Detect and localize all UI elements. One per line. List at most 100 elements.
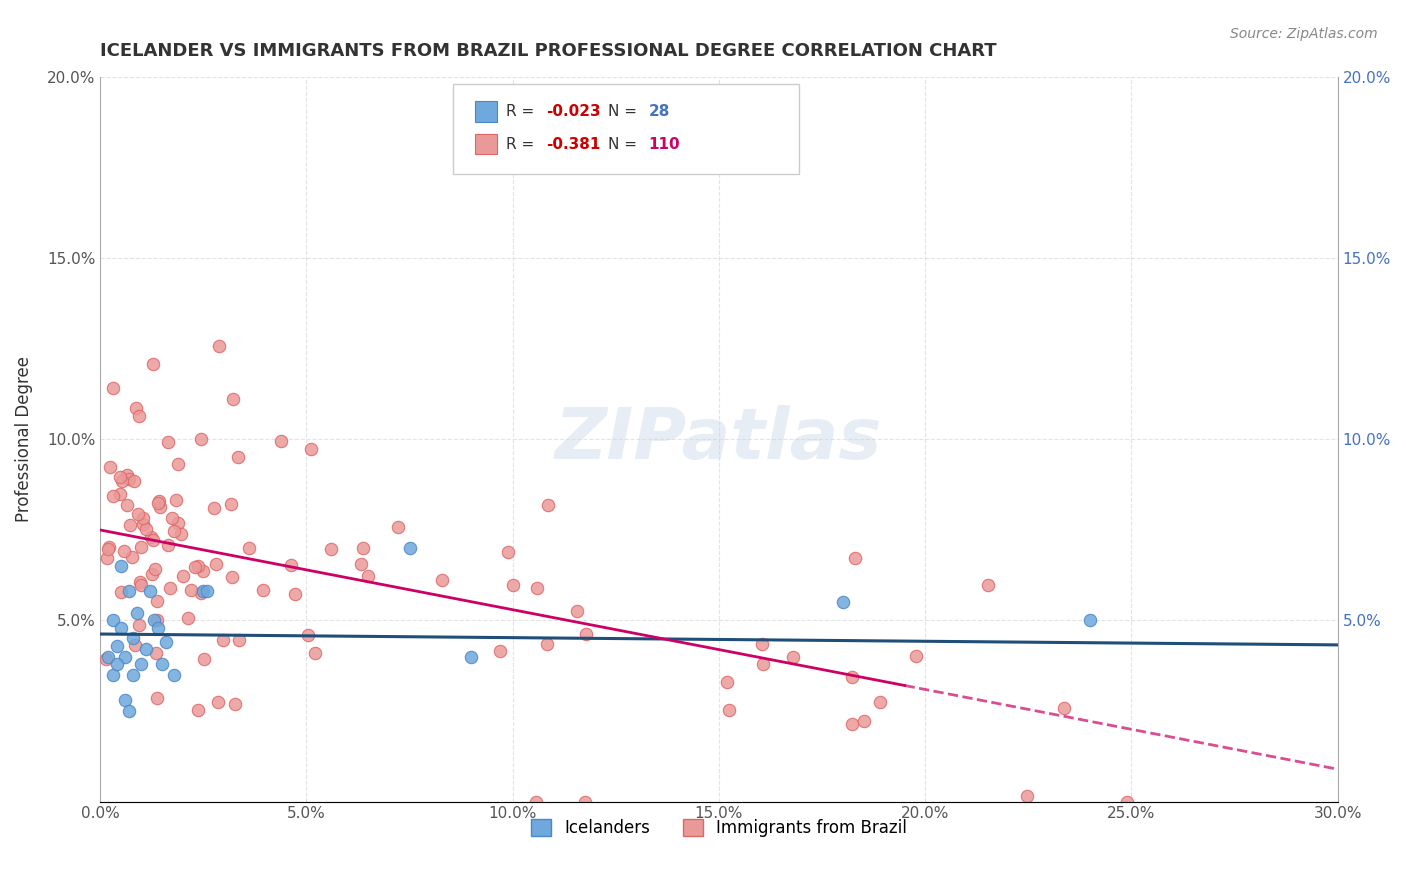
Point	[752, 657, 775, 671]
Point	[841, 716, 863, 731]
Point	[145, 561, 167, 575]
Point	[299, 442, 322, 456]
Point	[187, 558, 209, 573]
Point	[167, 457, 190, 471]
Point	[97, 541, 120, 556]
Point	[537, 498, 560, 512]
Point	[489, 644, 512, 658]
Point	[142, 533, 165, 548]
Text: 110: 110	[648, 136, 681, 152]
Point	[167, 516, 190, 530]
Point	[111, 474, 134, 488]
Point	[197, 584, 219, 599]
Point	[131, 657, 153, 671]
Text: R =: R =	[506, 103, 538, 119]
Point	[101, 381, 124, 395]
Point	[96, 652, 118, 666]
Point	[148, 496, 170, 510]
Text: -0.023: -0.023	[546, 103, 600, 119]
Point	[118, 704, 141, 718]
Point	[222, 392, 245, 406]
Point	[135, 522, 157, 536]
Point	[352, 541, 374, 556]
Point	[134, 642, 156, 657]
Point	[208, 338, 231, 352]
Point	[132, 511, 155, 525]
Point	[141, 530, 163, 544]
Point	[565, 604, 588, 618]
Point	[205, 557, 228, 571]
Point	[212, 632, 235, 647]
Point	[122, 632, 145, 646]
Point	[114, 693, 136, 707]
Point	[536, 637, 558, 651]
Point	[575, 626, 598, 640]
Point	[172, 569, 194, 583]
Y-axis label: Professional Degree: Professional Degree	[15, 356, 32, 522]
Point	[831, 595, 853, 609]
Point	[98, 459, 121, 474]
Point	[105, 639, 128, 653]
Point	[228, 633, 250, 648]
Point	[108, 470, 131, 484]
Text: N =: N =	[607, 136, 641, 152]
Text: R =: R =	[506, 136, 538, 152]
Point	[146, 594, 169, 608]
Point	[782, 650, 804, 665]
Point	[131, 540, 153, 554]
Point	[145, 646, 167, 660]
FancyBboxPatch shape	[453, 84, 800, 175]
Point	[124, 475, 146, 489]
Point	[496, 544, 519, 558]
Point	[718, 703, 741, 717]
Point	[101, 613, 124, 627]
Point	[297, 628, 319, 642]
Point	[142, 613, 165, 627]
Point	[146, 613, 169, 627]
Point	[398, 541, 420, 555]
Point	[118, 584, 141, 599]
Text: 28: 28	[648, 103, 669, 119]
Point	[103, 489, 125, 503]
Point	[841, 670, 863, 684]
Point	[150, 657, 173, 671]
Point	[526, 581, 548, 595]
Point	[226, 450, 249, 465]
Text: ICELANDER VS IMMIGRANTS FROM BRAZIL PROFESSIONAL DEGREE CORRELATION CHART: ICELANDER VS IMMIGRANTS FROM BRAZIL PROF…	[100, 42, 997, 60]
Point	[716, 675, 738, 690]
Point	[432, 573, 454, 587]
Point	[852, 714, 875, 728]
Point	[304, 646, 326, 660]
Point	[115, 468, 138, 483]
Point	[202, 500, 225, 515]
Point	[149, 500, 172, 515]
Point	[160, 510, 183, 524]
Point	[155, 635, 177, 649]
Point	[460, 649, 482, 664]
Point	[1116, 795, 1139, 809]
Point	[148, 494, 170, 508]
Point	[110, 621, 132, 635]
Point	[101, 667, 124, 681]
Point	[127, 508, 149, 522]
Point	[190, 433, 212, 447]
Point	[114, 649, 136, 664]
Point	[1017, 789, 1039, 804]
Point	[156, 538, 179, 552]
Point	[350, 558, 373, 572]
Point	[180, 582, 202, 597]
Point	[357, 568, 380, 582]
Point	[146, 621, 169, 635]
Point	[163, 667, 186, 681]
Text: N =: N =	[607, 103, 641, 119]
Point	[221, 570, 243, 584]
Point	[193, 652, 215, 666]
Point	[121, 550, 143, 565]
Point	[284, 587, 307, 601]
Point	[115, 498, 138, 512]
Point	[112, 543, 135, 558]
Point	[977, 578, 1000, 592]
Point	[129, 578, 152, 592]
Point	[224, 697, 246, 711]
Point	[904, 649, 927, 664]
